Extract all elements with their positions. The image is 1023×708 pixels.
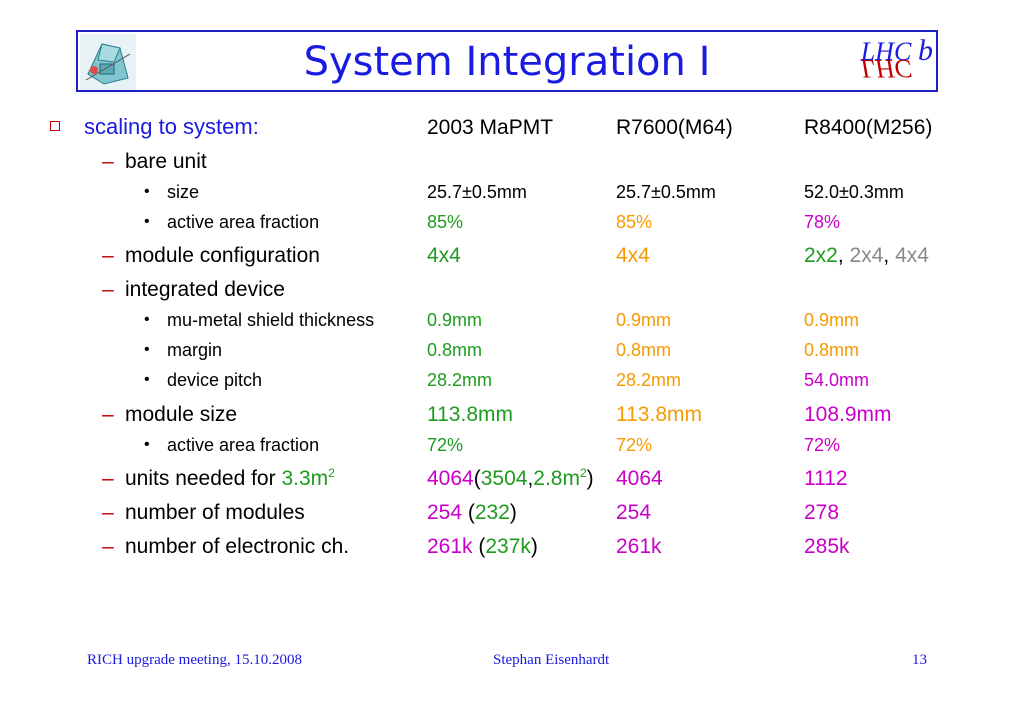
cell-value: 4x4 — [616, 244, 650, 267]
slide-title: System Integration I — [303, 39, 711, 85]
cell-value: 28.2mm — [427, 370, 493, 390]
cell-value: 4064 — [427, 467, 474, 490]
paren: ( — [473, 467, 481, 490]
row-label: mu-metal shield thickness — [167, 310, 375, 330]
row-label: module configuration — [125, 244, 320, 267]
dash-bullet: – — [102, 278, 114, 301]
cell-value: 4x4 — [427, 244, 461, 267]
footer-author: Stephan Eisenhardt — [493, 652, 610, 668]
dash-bullet: – — [102, 467, 114, 490]
exponent: 2 — [328, 466, 335, 480]
cell-value: 0.8mm — [804, 340, 860, 360]
row-label: number of modules — [125, 501, 305, 524]
cell-value: 0.9mm — [427, 310, 483, 330]
cell-value-group: 261k (237k) — [427, 535, 538, 559]
row-label: module size — [125, 403, 238, 426]
area-value: 3.3m — [281, 467, 329, 490]
footer-page-number: 13 — [912, 652, 927, 668]
paren: ) — [530, 535, 538, 558]
cell-value: 85% — [427, 212, 464, 232]
cell-value: 278 — [804, 501, 840, 524]
cell-value: 25.7±0.5mm — [427, 182, 527, 202]
cell-value-group: 4064(3504,2.8m2) — [427, 467, 594, 491]
svg-text:LHC: LHC — [860, 37, 912, 66]
dash-bullet: – — [102, 244, 114, 267]
separator: , — [527, 467, 534, 490]
svg-text:LHC: LHC — [860, 54, 912, 83]
cell-value: 0.8mm — [616, 340, 672, 360]
row-label: number of electronic ch. — [125, 535, 350, 558]
row-label: active area fraction — [167, 212, 320, 232]
cell-value: 25.7±0.5mm — [616, 182, 716, 202]
paren: ( — [462, 501, 475, 524]
cell-value: 2x4 — [849, 244, 884, 267]
exponent: 2 — [579, 466, 587, 480]
dot-bullet: • — [144, 371, 150, 388]
cell-value-group: 2x2, 2x4, 4x4 — [804, 244, 929, 268]
cell-value: 2x2 — [804, 244, 838, 267]
cell-value: 237k — [485, 535, 531, 558]
cell-value: 72% — [616, 435, 653, 455]
cell-value: 261k — [427, 535, 473, 558]
section-label: scaling to system: — [84, 114, 259, 139]
footer-meeting: RICH upgrade meeting, 15.10.2008 — [87, 652, 302, 668]
title-bar: System Integration I LHC b LHC — [76, 30, 938, 92]
cell-value: 72% — [427, 435, 464, 455]
cell-value: 1112 — [804, 467, 848, 490]
row-label: device pitch — [167, 370, 263, 390]
separator: , — [883, 244, 896, 267]
row-label: integrated device — [125, 278, 285, 301]
column-header-r7600: R7600(M64) — [616, 116, 733, 139]
row-label-group: units needed for 3.3m2 — [125, 467, 335, 491]
dash-bullet: – — [102, 150, 114, 173]
cell-value: 285k — [804, 535, 850, 558]
cell-value: 54.0mm — [804, 370, 870, 390]
separator: , — [837, 244, 850, 267]
square-bullet-icon — [50, 121, 60, 131]
cell-value: 113.8mm — [427, 403, 513, 426]
cell-value: 3504 — [480, 467, 528, 490]
cell-value: 52.0±0.3mm — [804, 182, 904, 202]
column-header-mapmt: 2003 MaPMT — [427, 116, 554, 139]
row-label: units needed for — [125, 467, 282, 490]
cell-value: 72% — [804, 435, 841, 455]
paren: ) — [586, 467, 594, 490]
cell-value: 113.8mm — [616, 403, 702, 426]
dot-bullet: • — [144, 183, 150, 200]
svg-text:b: b — [918, 34, 933, 67]
dash-bullet: – — [102, 501, 114, 524]
dash-bullet: – — [102, 535, 114, 558]
row-label: bare unit — [125, 150, 207, 173]
dot-bullet: • — [144, 436, 150, 453]
dot-bullet: • — [144, 213, 150, 230]
paren: ) — [509, 501, 517, 524]
cell-value-group: 254 (232) — [427, 501, 517, 525]
cell-value: 0.9mm — [804, 310, 860, 330]
row-label: active area fraction — [167, 435, 320, 455]
row-label: margin — [167, 340, 223, 360]
cell-value: 254 — [616, 501, 652, 524]
cell-value: 254 — [427, 501, 463, 524]
cell-value: 2.8m — [533, 467, 580, 490]
cell-value: 78% — [804, 212, 841, 232]
cell-value: 85% — [616, 212, 653, 232]
cell-value: 4064 — [616, 467, 663, 490]
lhcb-logo-icon: LHC b LHC — [838, 34, 934, 90]
cell-value: 108.9mm — [804, 403, 892, 426]
dash-bullet: – — [102, 403, 114, 426]
cell-value: 4x4 — [895, 244, 929, 267]
paren: ( — [472, 535, 486, 558]
cell-value: 261k — [616, 535, 662, 558]
cell-value: 28.2mm — [616, 370, 682, 390]
cell-value: 232 — [474, 501, 510, 524]
rich-detector-logo-icon — [80, 34, 136, 90]
cell-value: 0.9mm — [616, 310, 672, 330]
cell-value: 0.8mm — [427, 340, 483, 360]
row-label: size — [167, 182, 200, 202]
column-header-r8400: R8400(M256) — [804, 116, 933, 139]
dot-bullet: • — [144, 341, 150, 358]
dot-bullet: • — [144, 311, 150, 328]
